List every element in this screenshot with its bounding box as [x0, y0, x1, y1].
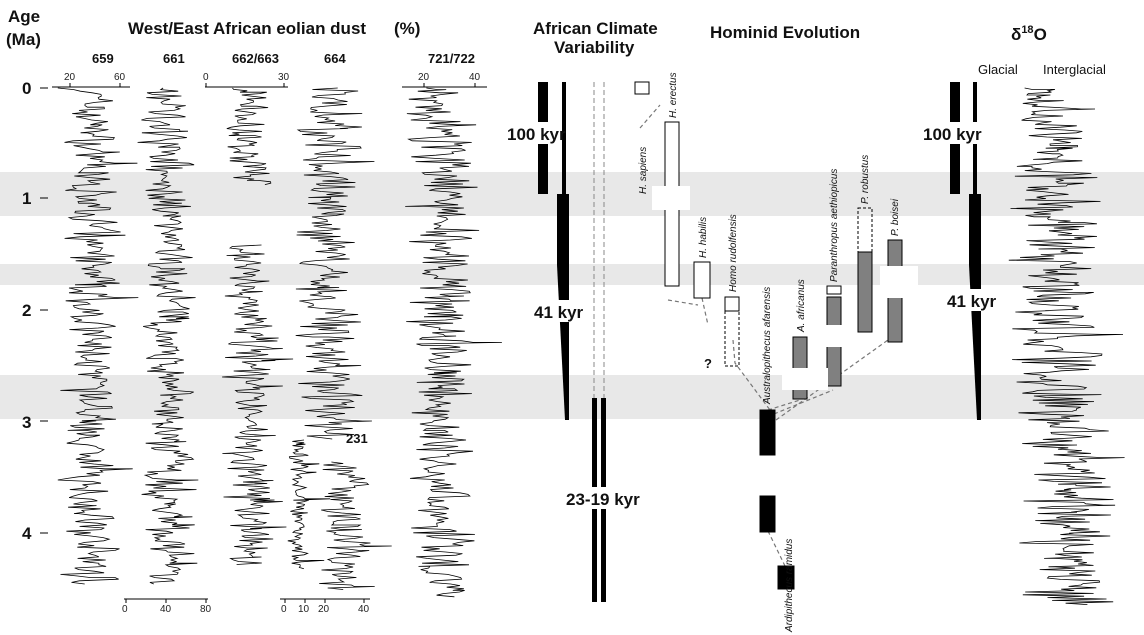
- trace-661: [137, 87, 199, 585]
- bar-homo-rudolfensis: [724, 296, 740, 312]
- site-721-label: 721/722: [428, 51, 475, 66]
- bar-australopithecus-afarensis-1: [759, 409, 776, 456]
- axis-721: [402, 83, 487, 88]
- label-h-habilis: H. habilis: [698, 217, 709, 258]
- label-ardipithecus-ramidus: Ardipithecus ramidus: [784, 539, 795, 633]
- label-a-africanus: A. africanus: [796, 279, 807, 333]
- label-h-sapiens: H. sapiens: [638, 147, 649, 194]
- trace-664-upper: [295, 87, 375, 440]
- age-tick-3: 3: [22, 413, 31, 432]
- trace-d18o: [1008, 87, 1125, 605]
- bar-h-sapiens: [634, 81, 650, 95]
- climate-23kyr-label: 23-19 kyr: [566, 490, 640, 509]
- axis-721-tick-a: 20: [418, 72, 430, 83]
- climate-title-line1: African Climate: [533, 19, 658, 38]
- axis-662-tick-a: 0: [203, 72, 209, 83]
- climate-title-line2: Variability: [554, 38, 635, 57]
- site-664-label: 664: [324, 51, 346, 66]
- d18o-glacial-label: Glacial: [978, 62, 1018, 77]
- climate-41kyr-label-bg: [531, 300, 587, 322]
- axis-662: [205, 83, 288, 88]
- d18o-trace: [1008, 87, 1125, 605]
- trace-659: [57, 87, 139, 585]
- age-tick-0: 0: [22, 79, 31, 98]
- d18o-41kyr-label: 41 kyr: [947, 292, 997, 311]
- trace-721: [405, 87, 502, 598]
- axis-664-tick-c: 20: [318, 604, 330, 615]
- dust-title: West/East African eolian dust: [128, 19, 366, 38]
- age-label: Age: [8, 7, 40, 26]
- d18o-100kyr-label-bg: [922, 122, 978, 144]
- d18o-interglacial-label: Interglacial: [1043, 62, 1106, 77]
- bar-australopithecus-afarensis-2: [759, 495, 776, 533]
- annotation-231: 231: [346, 431, 368, 446]
- age-tick-2: 2: [22, 301, 31, 320]
- d18o-100kyr-label: 100 kyr: [923, 125, 982, 144]
- site-661-label: 661: [163, 51, 185, 66]
- bar-h-habilis: [693, 261, 711, 299]
- label-question-mark: ?: [704, 356, 712, 371]
- axis-721-tick-b: 40: [469, 72, 481, 83]
- dust-traces: [57, 87, 502, 598]
- hominid-title: Hominid Evolution: [710, 23, 860, 42]
- hominid-label-patches: [652, 186, 918, 482]
- climate-100kyr-label-bg: [506, 122, 562, 144]
- axis-659-tick-a: 20: [64, 72, 76, 83]
- axis-661-tick-a: 40: [160, 604, 172, 615]
- bar-homo-rudolfensis-dashed: [724, 310, 740, 367]
- axis-664-tick-a: 0: [281, 604, 287, 615]
- label-p-boisei: P. boisei: [890, 198, 901, 236]
- bar-p-robustus: [857, 251, 873, 333]
- bar-ardipithecus-ramidus: [777, 565, 795, 590]
- climate-100kyr-label: 100 kyr: [507, 125, 566, 144]
- axis-661-tick-c: 0: [122, 604, 128, 615]
- axis-662-tick-b: 30: [278, 72, 290, 83]
- bar-p-aethiopicus-top: [826, 285, 842, 295]
- axis-661-bottom: [124, 598, 208, 603]
- d18o-title: δ18O: [1011, 24, 1047, 44]
- d18o-41kyr-label-bg: [944, 289, 1000, 311]
- axis-664-tick-b: 10: [298, 604, 310, 615]
- climate-23kyr-label-bg: [566, 487, 652, 509]
- dust-unit: (%): [394, 19, 420, 38]
- climate-41kyr-label: 41 kyr: [534, 303, 584, 322]
- climate-41kyr-bar-thin: [562, 82, 566, 194]
- age-axis-ticks: [40, 87, 48, 534]
- age-unit-label: (Ma): [6, 30, 41, 49]
- label-homo-rudolfensis: Homo rudolfensis: [728, 214, 739, 292]
- age-tick-1: 1: [22, 189, 31, 208]
- climate-bars: [538, 82, 606, 602]
- trace-662-lower: [222, 244, 294, 565]
- label-h-erectus: H. erectus: [668, 72, 679, 118]
- label-paranthropus-aethiopicus: Paranthropus aethiopicus: [829, 169, 840, 282]
- age-tick-4: 4: [22, 524, 32, 543]
- axis-659-tick-b: 60: [114, 72, 126, 83]
- label-australopithecus-afarensis: Australopithecus afarensis: [762, 287, 773, 405]
- site-662-label: 662/663: [232, 51, 279, 66]
- label-p-robustus: P. robustus: [860, 155, 871, 204]
- axis-661-tick-b: 80: [200, 604, 212, 615]
- axis-659: [52, 83, 130, 88]
- trace-664-left: [287, 439, 331, 570]
- axis-664-bottom: [280, 598, 370, 603]
- trace-662-upper: [226, 87, 272, 185]
- trace-664-right: [319, 461, 392, 590]
- shading-band-3: [0, 375, 1144, 419]
- age-tick-labels: 0 1 2 3 4: [22, 79, 32, 543]
- axis-664-tick-d: 40: [358, 604, 370, 615]
- bar-p-robustus-dashed: [857, 207, 873, 253]
- site-659-label: 659: [92, 51, 114, 66]
